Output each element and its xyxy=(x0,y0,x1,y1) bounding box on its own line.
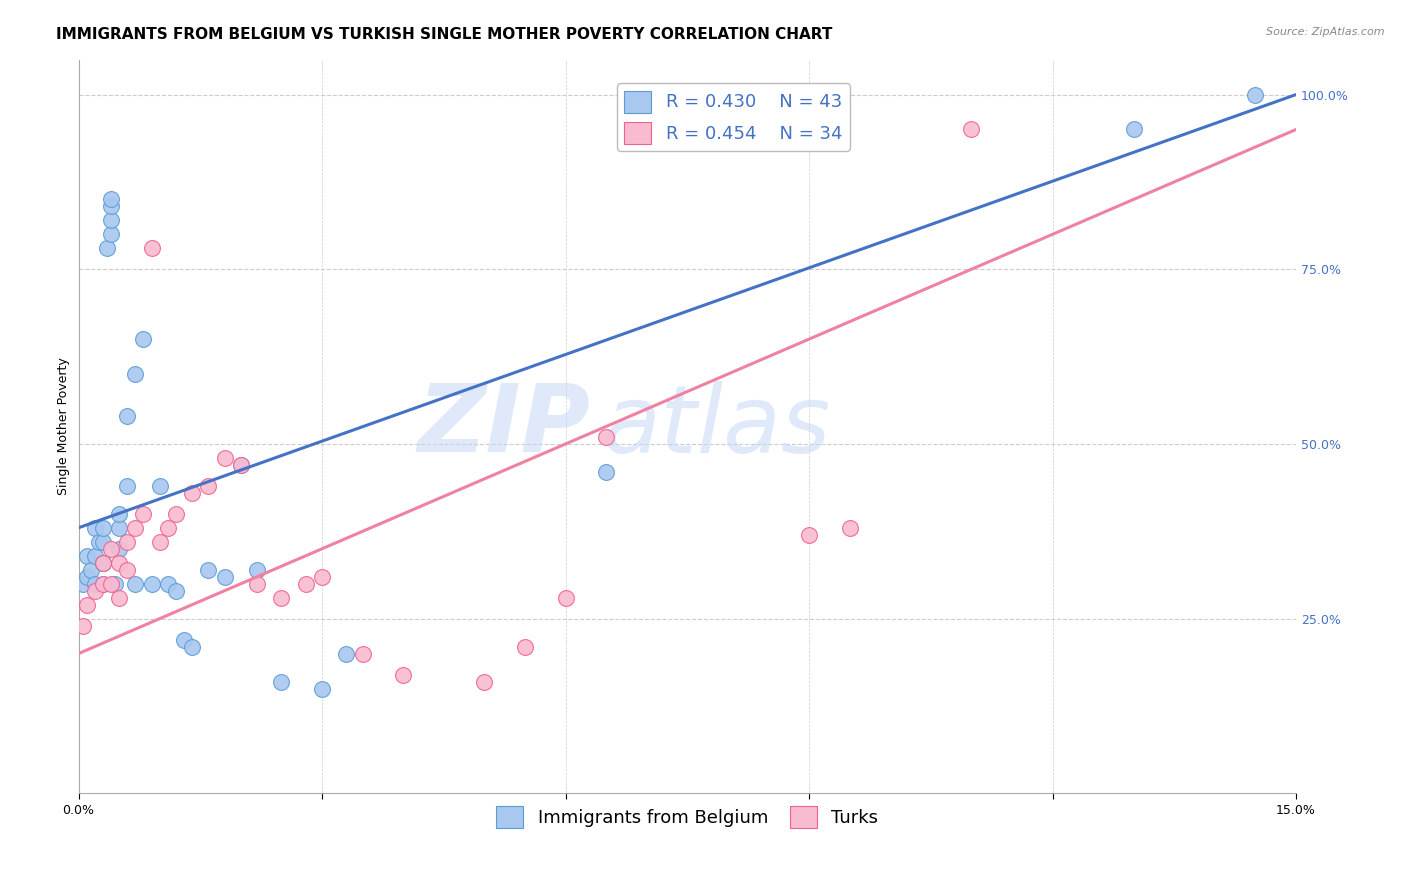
Point xyxy=(87,534,110,549)
Point xyxy=(173,632,195,647)
Point xyxy=(100,576,122,591)
Point xyxy=(83,583,105,598)
Point xyxy=(100,227,122,242)
Legend: Immigrants from Belgium, Turks: Immigrants from Belgium, Turks xyxy=(489,799,886,836)
Point xyxy=(513,640,536,654)
Point xyxy=(108,507,131,521)
Point xyxy=(124,576,146,591)
Text: ZIP: ZIP xyxy=(418,381,591,473)
Y-axis label: Single Mother Poverty: Single Mother Poverty xyxy=(58,358,70,495)
Point xyxy=(311,570,333,584)
Point xyxy=(96,241,118,255)
Point xyxy=(124,367,146,381)
Point xyxy=(197,479,219,493)
Point xyxy=(91,576,114,591)
Point xyxy=(91,556,114,570)
Point xyxy=(335,647,357,661)
Point xyxy=(156,521,179,535)
Point xyxy=(141,576,163,591)
Point xyxy=(83,576,105,591)
Point xyxy=(91,576,114,591)
Point xyxy=(115,479,138,493)
Point xyxy=(108,591,131,605)
Point xyxy=(100,199,122,213)
Point xyxy=(246,563,269,577)
Point xyxy=(595,465,617,479)
Point xyxy=(165,507,187,521)
Point xyxy=(149,534,172,549)
Point xyxy=(80,563,103,577)
Point xyxy=(124,521,146,535)
Point xyxy=(960,122,983,136)
Point xyxy=(229,458,252,472)
Point xyxy=(838,521,860,535)
Point xyxy=(132,507,155,521)
Point xyxy=(108,521,131,535)
Point xyxy=(76,549,98,563)
Point xyxy=(91,556,114,570)
Text: atlas: atlas xyxy=(602,381,831,472)
Point xyxy=(270,591,292,605)
Point xyxy=(72,618,94,632)
Point xyxy=(115,409,138,423)
Point xyxy=(108,541,131,556)
Point xyxy=(115,563,138,577)
Point xyxy=(108,556,131,570)
Point xyxy=(1122,122,1144,136)
Point xyxy=(246,576,269,591)
Point xyxy=(181,640,204,654)
Point xyxy=(91,556,114,570)
Point xyxy=(294,576,316,591)
Point xyxy=(91,521,114,535)
Point xyxy=(474,674,496,689)
Point xyxy=(141,241,163,255)
Point xyxy=(554,591,576,605)
Point xyxy=(165,583,187,598)
Point xyxy=(270,674,292,689)
Point xyxy=(76,570,98,584)
Point xyxy=(197,563,219,577)
Point xyxy=(76,598,98,612)
Point xyxy=(214,450,236,465)
Point xyxy=(83,521,105,535)
Point xyxy=(797,528,820,542)
Point xyxy=(72,576,94,591)
Point xyxy=(1244,87,1267,102)
Point xyxy=(115,534,138,549)
Point xyxy=(100,192,122,206)
Point xyxy=(595,430,617,444)
Text: Source: ZipAtlas.com: Source: ZipAtlas.com xyxy=(1267,27,1385,37)
Point xyxy=(181,486,204,500)
Point xyxy=(91,534,114,549)
Point xyxy=(132,332,155,346)
Point xyxy=(229,458,252,472)
Point xyxy=(100,213,122,227)
Text: IMMIGRANTS FROM BELGIUM VS TURKISH SINGLE MOTHER POVERTY CORRELATION CHART: IMMIGRANTS FROM BELGIUM VS TURKISH SINGL… xyxy=(56,27,832,42)
Point xyxy=(156,576,179,591)
Point xyxy=(149,479,172,493)
Point xyxy=(104,576,127,591)
Point xyxy=(352,647,374,661)
Point xyxy=(311,681,333,696)
Point xyxy=(214,570,236,584)
Point xyxy=(100,541,122,556)
Point xyxy=(83,549,105,563)
Point xyxy=(392,667,415,681)
